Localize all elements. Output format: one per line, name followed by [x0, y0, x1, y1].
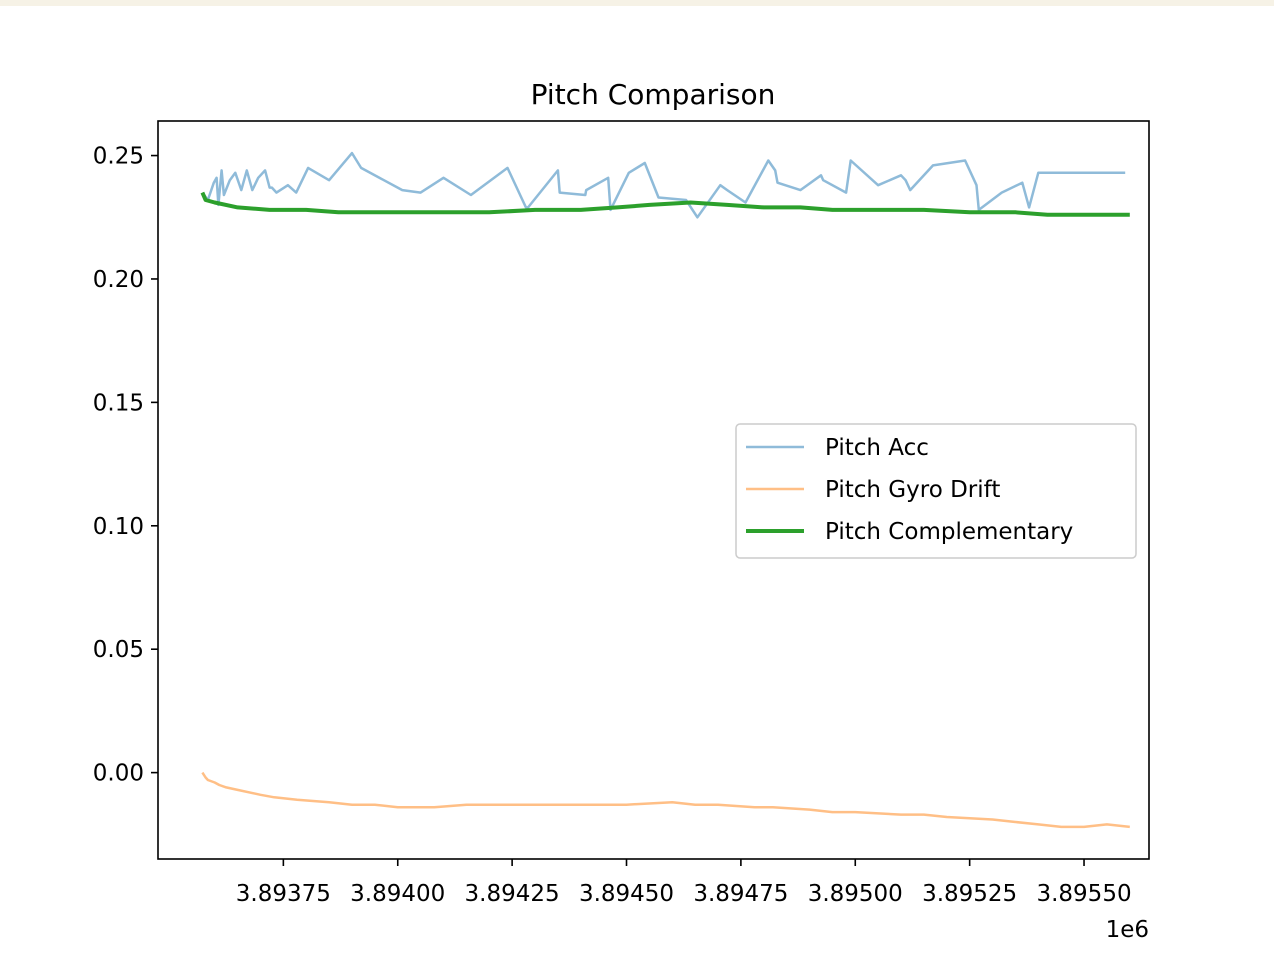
- series-line-pitch-gyro-drift: [201, 771, 1130, 829]
- top-strip: [0, 0, 1274, 6]
- x-tick-label: 3.89375: [236, 881, 331, 907]
- x-tick-label: 3.89525: [922, 881, 1017, 907]
- y-axis: 0.25 0.20 0.15 0.10 0.05 0.00: [93, 144, 158, 787]
- x-tick-label: 3.89450: [579, 881, 674, 907]
- y-tick-label: 0.25: [93, 144, 144, 170]
- x-axis: 3.89375 3.89400 3.89425 3.89450 3.89475 3.895…: [236, 859, 1132, 907]
- y-tick-label: 0.00: [93, 761, 144, 787]
- series-line-pitch-acc: [201, 151, 1126, 219]
- x-tick-label: 3.89550: [1036, 881, 1131, 907]
- y-tick-label: 0.15: [93, 390, 144, 416]
- legend: Pitch Acc Pitch Gyro Drift Pitch Complemen…: [735, 423, 1137, 559]
- x-tick-label: 3.89475: [693, 881, 788, 907]
- series-line-pitch-complementary: [200, 191, 1130, 217]
- x-tick-label: 3.89425: [465, 881, 560, 907]
- x-tick-label: 3.89500: [808, 881, 903, 907]
- x-offset-label: 1e6: [1106, 917, 1149, 943]
- y-tick-label: 0.05: [93, 637, 144, 663]
- legend-entry-label: Pitch Gyro Drift: [825, 477, 1000, 503]
- plot-area: [200, 151, 1130, 829]
- legend-entry-label: Pitch Complementary: [825, 519, 1073, 545]
- chart-title: Pitch Comparison: [531, 78, 776, 111]
- y-tick-label: 0.10: [93, 514, 144, 540]
- y-tick-label: 0.20: [93, 267, 144, 293]
- x-tick-label: 3.89400: [350, 881, 445, 907]
- axes-frame: [157, 120, 1150, 860]
- legend-entry-label: Pitch Acc: [825, 435, 929, 461]
- legend-box: [735, 423, 1137, 559]
